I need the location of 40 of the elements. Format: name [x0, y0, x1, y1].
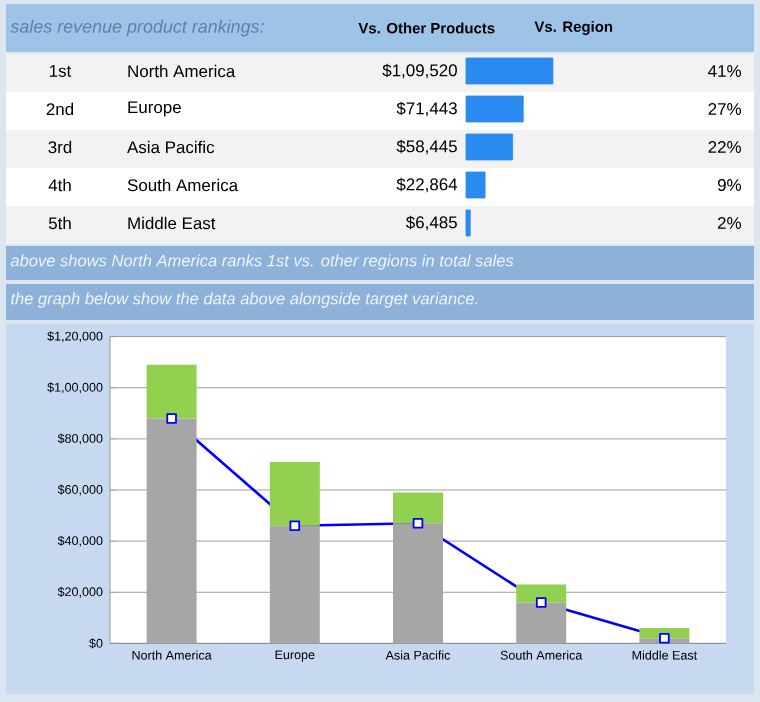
bar — [146, 418, 197, 644]
text: 2nd — [46, 102, 74, 116]
text: above shows North America ranks 1st vs. other regions in total sales — [10, 254, 514, 270]
data-label: 27% — [708, 103, 742, 115]
text: 3rd — [48, 140, 72, 154]
data-label: 41% — [708, 65, 742, 77]
data-label: 22% — [708, 141, 742, 153]
bar — [516, 602, 567, 644]
data-label: 2% — [717, 217, 742, 229]
point — [289, 520, 301, 532]
data-label: 9% — [717, 179, 742, 191]
text: $58,445 — [396, 139, 457, 155]
bar — [146, 364, 197, 419]
text: $6,485 — [406, 215, 457, 231]
text: $71,443 — [396, 101, 457, 117]
point — [535, 597, 547, 608]
bar — [465, 57, 554, 85]
y-tick-label: North America — [128, 64, 236, 78]
y-tick-label: Middle East — [128, 216, 216, 230]
text: $22,864 — [396, 177, 458, 193]
bar — [393, 492, 443, 524]
text: 5th — [48, 216, 71, 230]
text: 4th — [48, 178, 71, 192]
bar — [269, 525, 320, 644]
y-tick-label: Europe — [128, 101, 181, 117]
bar — [465, 95, 524, 123]
point — [659, 633, 670, 644]
text: the graph below show the data above alongside target variance. — [11, 292, 478, 308]
y-tick-label: Asia Pacific — [127, 140, 215, 154]
bar — [465, 171, 486, 199]
bar — [465, 209, 471, 237]
y-tick-label: South America — [127, 178, 239, 192]
bar — [465, 133, 514, 161]
point — [412, 517, 424, 529]
point — [166, 413, 177, 424]
text: 1st — [49, 65, 72, 77]
text: sales revenue product rankings: — [10, 19, 264, 37]
bar — [269, 461, 320, 526]
text: $1,09,520 — [382, 63, 457, 79]
bar — [393, 523, 443, 644]
